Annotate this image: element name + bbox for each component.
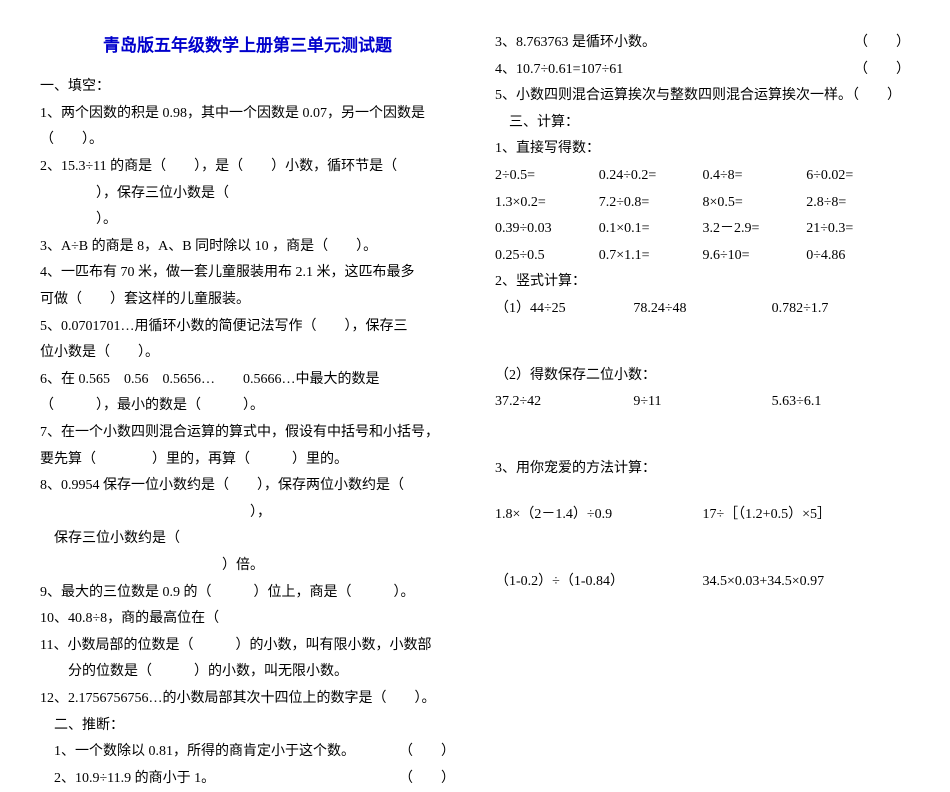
q6-b: （ ），最小的数是（ ）。	[40, 393, 455, 420]
judge-2: 2、10.9÷11.9 的商小于 1。 （ ）	[40, 766, 455, 792]
calc-2b-row: 37.2÷42 9÷11 5.63÷6.1	[495, 389, 910, 416]
q2-a: 2、15.3÷11 的商是（ ），是（ ）小数，循环节是（	[40, 154, 455, 181]
q8-b: ），	[40, 500, 455, 527]
calc-item: 1.3×0.2=	[495, 190, 599, 217]
q5-a: 5、0.0701701…用循环小数的简便记法写作（ ），保存三	[40, 314, 455, 341]
calc-row-4: 0.25÷0.5 0.7×1.1= 9.6÷10= 0÷4.86	[495, 243, 910, 270]
section-2-header: 二、推断：	[40, 713, 455, 740]
calc-item: 34.5×0.03+34.5×0.97	[703, 569, 911, 596]
calc-item: （1）44÷25	[495, 296, 633, 323]
q8-a: 8、0.9954 保存一位小数约是（ ），保存两位小数约是（	[40, 473, 455, 500]
calc-item: 2÷0.5=	[495, 163, 599, 190]
calc-2-header: 2、竖式计算：	[495, 269, 910, 296]
calc-item: 7.2÷0.8=	[599, 190, 703, 217]
calc-row-1: 2÷0.5= 0.24÷0.2= 0.4÷8= 6÷0.02=	[495, 163, 910, 190]
calc-2b-header: （2）得数保存二位小数：	[495, 363, 910, 390]
q2-c: ）。	[40, 207, 455, 234]
q6-a: 6、在 0.565 0.56 0.5656… 0.5666…中最大的数是	[40, 367, 455, 394]
calc-item: 2.8÷8=	[806, 190, 910, 217]
q5-b: 位小数是（ ）。	[40, 340, 455, 367]
q11-a: 11、小数局部的位数是（ ）的小数，叫有限小数，小数部	[40, 633, 455, 660]
judge-3: 3、8.763763 是循环小数。 （ ）	[495, 30, 910, 57]
judge-1-paren: （ ）	[399, 739, 455, 766]
calc-item: 9÷11	[633, 389, 771, 416]
section-1-header: 一、填空：	[40, 74, 455, 101]
calc-item: 5.63÷6.1	[772, 389, 910, 416]
spacer	[495, 323, 910, 363]
judge-2-text: 2、10.9÷11.9 的商小于 1。	[40, 766, 215, 792]
calc-item: 0.24÷0.2=	[599, 163, 703, 190]
section-3-header: 三、计算：	[495, 110, 910, 137]
q1-a: 1、两个因数的积是 0.98，其中一个因数是 0.07，另一个因数是	[40, 101, 455, 128]
judge-2-paren: （ ）	[399, 766, 455, 792]
spacer	[495, 482, 910, 502]
judge-5: 5、小数四则混合运算挨次与整数四则混合运算挨次一样。（ ）	[495, 83, 910, 110]
calc-3-row-1: 1.8×（2－1.4）÷0.9 17÷［（1.2+0.5）×5］	[495, 502, 910, 529]
q11-b: 分的位数是（ ）的小数，叫无限小数。	[40, 659, 455, 686]
q8-d: ）倍。	[40, 553, 455, 580]
calc-item: 17÷［（1.2+0.5）×5］	[703, 502, 911, 529]
q7-b: 要先算（ ）里的，再算（ ）里的。	[40, 447, 455, 474]
exam-title: 青岛版五年级数学上册第三单元测试题	[40, 30, 455, 62]
calc-item: 0.7×1.1=	[599, 243, 703, 270]
calc-item: 3.2－2.9=	[703, 216, 807, 243]
calc-3-header: 3、用你宠爱的方法计算：	[495, 456, 910, 483]
spacer	[495, 529, 910, 569]
judge-4-paren: （ ）	[854, 57, 910, 84]
calc-item: 9.6÷10=	[703, 243, 807, 270]
calc-3-row-2: （1-0.2）÷（1-0.84） 34.5×0.03+34.5×0.97	[495, 569, 910, 596]
q12: 12、2.1756756756…的小数局部其次十四位上的数字是（ ）。	[40, 686, 455, 713]
judge-3-text: 3、8.763763 是循环小数。	[495, 30, 656, 57]
calc-item: 37.2÷42	[495, 389, 633, 416]
calc-item: 0÷4.86	[806, 243, 910, 270]
calc-item: 8×0.5=	[703, 190, 807, 217]
calc-item: 0.1×0.1=	[599, 216, 703, 243]
judge-1: 1、一个数除以 0.81，所得的商肯定小于这个数。 （ ）	[40, 739, 455, 766]
judge-4-text: 4、10.7÷0.61=107÷61	[495, 57, 623, 84]
calc-item: 0.25÷0.5	[495, 243, 599, 270]
calc-item: 78.24÷48	[633, 296, 771, 323]
calc-item: 21÷0.3=	[806, 216, 910, 243]
spacer	[495, 416, 910, 456]
q4-a: 4、一匹布有 70 米，做一套儿童服装用布 2.1 米，这匹布最多	[40, 260, 455, 287]
judge-1-text: 1、一个数除以 0.81，所得的商肯定小于这个数。	[40, 739, 355, 766]
judge-4: 4、10.7÷0.61=107÷61 （ ）	[495, 57, 910, 84]
q9: 9、最大的三位数是 0.9 的（ ）位上，商是（ ）。	[40, 580, 455, 607]
q2-b: ），保存三位小数是（	[40, 181, 455, 208]
calc-item: 0.39÷0.03	[495, 216, 599, 243]
judge-3-paren: （ ）	[854, 30, 910, 57]
q8-c: 保存三位小数约是（	[40, 526, 455, 553]
calc-item: 6÷0.02=	[806, 163, 910, 190]
calc-item: 0.782÷1.7	[772, 296, 910, 323]
right-column: 3、8.763763 是循环小数。 （ ） 4、10.7÷0.61=107÷61…	[495, 30, 910, 642]
calc-1-header: 1、直接写得数：	[495, 136, 910, 163]
calc-2-row: （1）44÷25 78.24÷48 0.782÷1.7	[495, 296, 910, 323]
q1-b: （ ）。	[40, 127, 455, 154]
calc-item: 1.8×（2－1.4）÷0.9	[495, 502, 703, 529]
q7-a: 7、在一个小数四则混合运算的算式中，假设有中括号和小括号，	[40, 420, 455, 447]
left-column: 青岛版五年级数学上册第三单元测试题 一、填空： 1、两个因数的积是 0.98，其…	[40, 30, 455, 642]
calc-item: （1-0.2）÷（1-0.84）	[495, 569, 703, 596]
calc-item: 0.4÷8=	[703, 163, 807, 190]
q3: 3、A÷B 的商是 8，A、B 同时除以 10 ，商是（ ）。	[40, 234, 455, 261]
q10: 10、40.8÷8，商的最高位在（	[40, 606, 455, 633]
calc-row-2: 1.3×0.2= 7.2÷0.8= 8×0.5= 2.8÷8=	[495, 190, 910, 217]
q4-b: 可做（ ）套这样的儿童服装。	[40, 287, 455, 314]
calc-row-3: 0.39÷0.03 0.1×0.1= 3.2－2.9= 21÷0.3=	[495, 216, 910, 243]
